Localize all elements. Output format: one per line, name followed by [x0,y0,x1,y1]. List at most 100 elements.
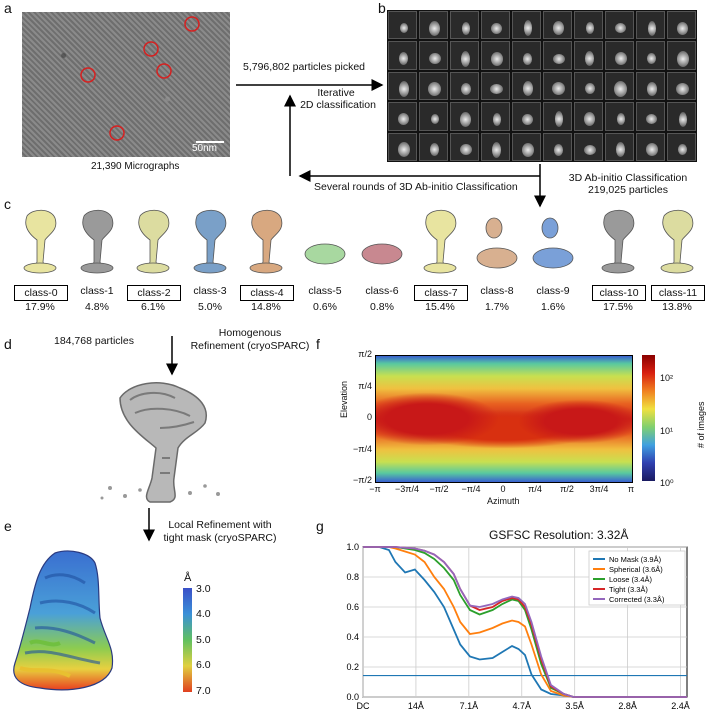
class3d-map [249,209,283,274]
class-name: class-1 [80,285,114,297]
class-name: class-7 [414,285,468,301]
panel-label-g: g [316,518,324,534]
f-xlabel: Azimuth [487,496,520,506]
class-name: class-8 [480,285,514,297]
class2d-cell [667,132,696,161]
class2d-cell [667,71,696,101]
class2d-cell [419,41,448,70]
local-resolution-map [13,550,114,691]
class2d-cell [574,41,603,70]
picked-label: 5,796,802 particles picked [243,61,365,73]
fsc-legend-label: Corrected (3.3Å) [609,595,665,604]
class3d-map [136,209,170,274]
class2d-cell [605,102,634,131]
class2d-cell [512,132,541,161]
class3d-map [660,209,694,274]
fsc-ytick: 0.6 [346,602,359,612]
micrograph-caption: 21,390 Micrographs [91,161,180,172]
f-xtick: −π [369,484,381,494]
class2d-cell [388,41,417,70]
fsc-xtick: 7.1Å [460,701,479,711]
class-name: class-0 [14,285,68,301]
fsc-ytick: 0.8 [346,572,359,582]
fsc-ytick: 0.0 [346,692,359,702]
fsc-xtick: DC [357,701,370,711]
e-tick: 6.0 [196,659,211,671]
class2d-cell [512,41,541,70]
e-refine-label-1: Local Refinement with [168,519,272,531]
e-tick: 3.0 [196,583,211,595]
f-xtick: −π/4 [461,484,481,494]
fsc-series-line [363,546,687,698]
class2d-cell [419,11,448,40]
class2d-cell [450,41,479,70]
class2d-cell [605,71,634,101]
class2d-cell [636,102,665,131]
panel-label-e: e [4,518,12,534]
class-percent: 17.9% [25,301,55,313]
fsc-xtick: 2.8Å [618,701,637,711]
class-percent: 1.7% [485,301,509,313]
iterative-label-1: Iterative [317,87,355,99]
class-percent: 6.1% [141,301,165,313]
fsc-ytick: 0.4 [346,632,359,642]
e-tick: 4.0 [196,608,211,620]
f-ytick: π/2 [358,349,372,359]
fsc-xtick: 4.7Å [513,701,532,711]
particle-circle [143,41,159,57]
viewing-distribution-plot [375,355,633,483]
micrograph-image: 50nm [22,12,230,157]
class2d-cell [543,41,572,70]
f-xtick: −π/2 [429,484,449,494]
scale-bar-label: 50nm [192,143,218,154]
class2d-cell [574,11,603,40]
panel-label-f: f [316,336,320,352]
class-name: class-10 [592,285,646,301]
class2d-cell [512,102,541,131]
class2d-cell [543,71,572,101]
class2d-cell [450,102,479,131]
f-xtick: −3π/4 [395,484,419,494]
class2d-cell [543,132,572,161]
class-name: class-6 [365,285,399,297]
class2d-cell [481,132,510,161]
class3d-map [423,209,457,274]
e-tick: 5.0 [196,634,211,646]
f-xtick: π/2 [560,484,574,494]
class2d-cell [636,41,665,70]
class2d-cell [574,132,603,161]
class2d-cell [419,71,448,101]
class2d-cell [543,11,572,40]
class3d-map [532,217,574,269]
fsc-xtick: 14Å [408,701,424,711]
f-ytick: −π/2 [353,475,372,485]
abinitio-label-2: 219,025 particles [588,184,668,196]
class-percent: 14.8% [251,301,281,313]
f-ytick: π/4 [358,380,372,391]
class3d-row: class-0 17.9% class-1 4.8% class-2 6.1% class-… [0,206,707,316]
rounds-label: Several rounds of 3D Ab-initio Classific… [314,181,518,193]
f-ytick: 0 [366,412,372,422]
f-xtick: 0 [500,484,506,494]
refined-map [100,382,220,503]
fsc-ytick: 0.2 [346,662,359,672]
e-refine-label-2: tight mask (cryoSPARC) [163,532,277,544]
f-colorbar [642,355,655,481]
particle-circle [80,67,96,83]
fsc-legend-label: Spherical (3.6Å) [609,565,663,574]
class2d-cell [481,102,510,131]
class2d-cell [419,132,448,161]
d-refine-label-2: Refinement (cryoSPARC) [190,340,310,352]
particle-circle [109,125,125,141]
class3d-map [193,209,227,274]
fsc-series-line [363,546,687,698]
class2d-cell [574,71,603,101]
class2d-cell [667,11,696,40]
panel-label-b: b [378,0,386,16]
fsc-series-line [363,546,687,698]
class2d-cell [636,132,665,161]
class2d-cell [481,11,510,40]
class2d-cell [512,11,541,40]
e-unit: Å [184,572,192,584]
